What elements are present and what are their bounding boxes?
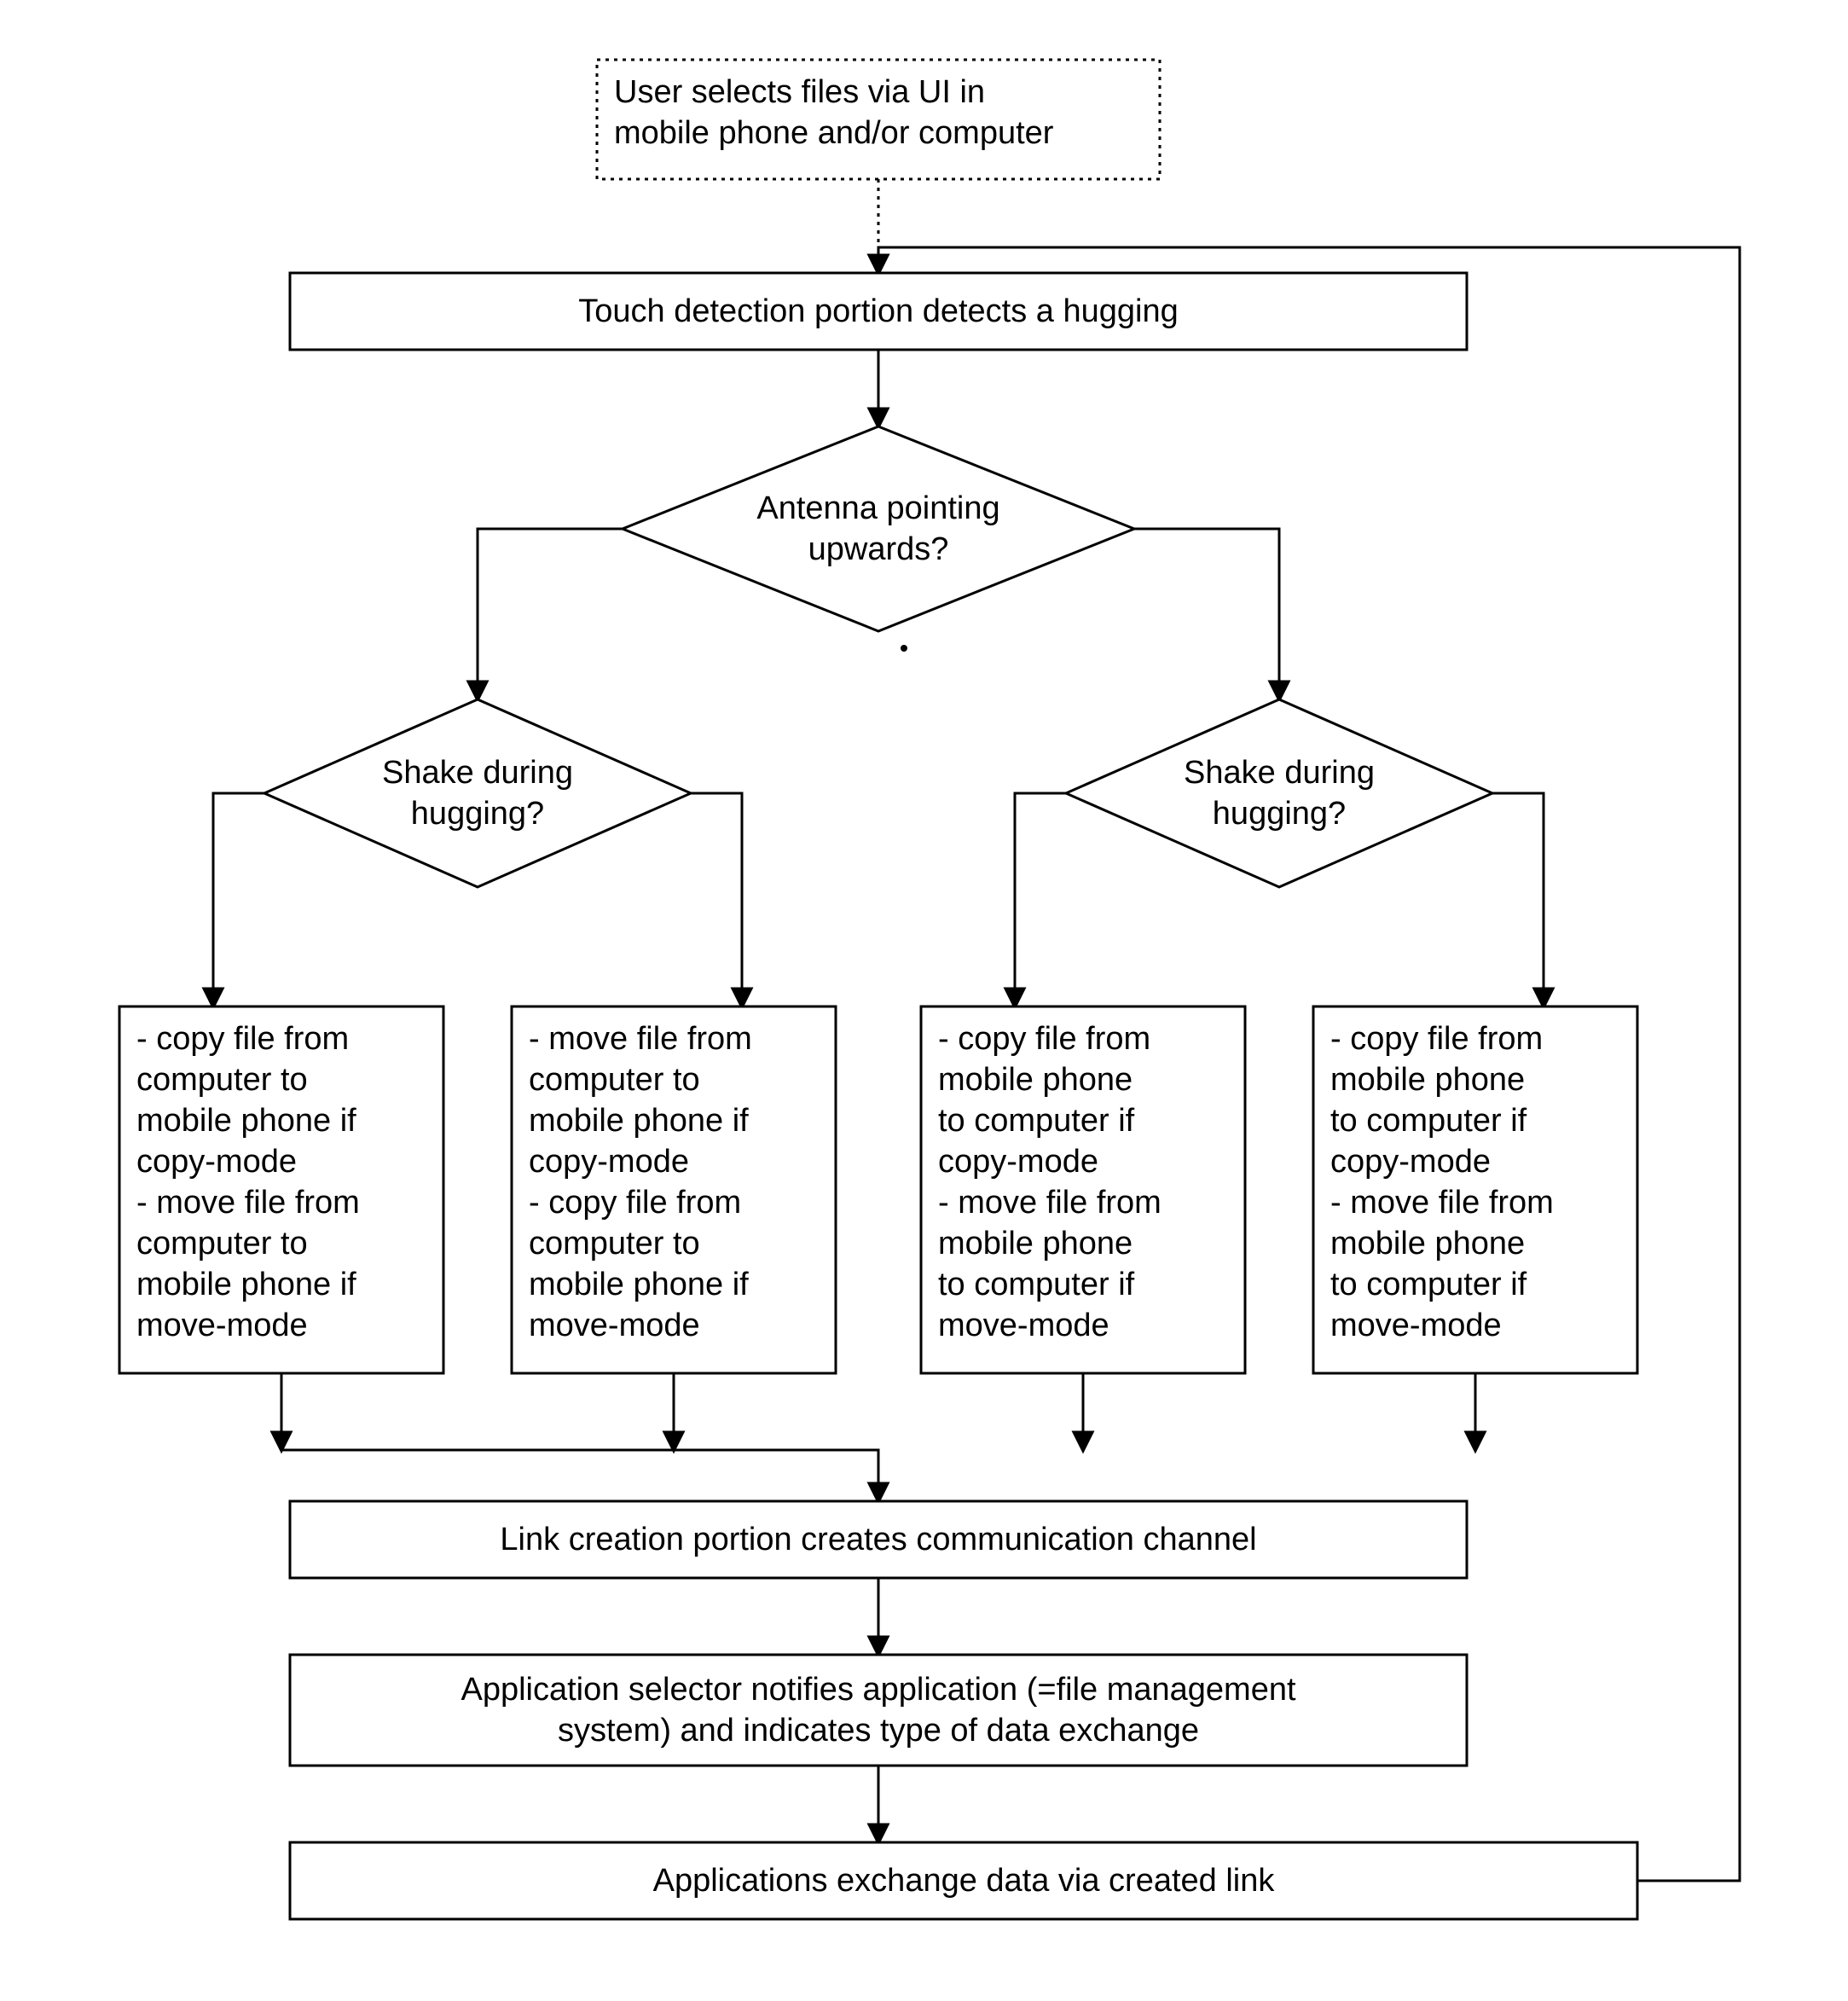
- svg-text:- copy file from: - copy file from: [136, 1021, 349, 1057]
- node-act1: - copy file from computer to mobile phone …: [119, 1006, 443, 1373]
- svg-text:computer to: computer to: [136, 1062, 308, 1098]
- svg-text:computer to: computer to: [529, 1062, 700, 1098]
- stray-dot: [901, 645, 907, 652]
- svg-text:mobile phone: mobile phone: [1330, 1226, 1525, 1262]
- svg-text:mobile phone: mobile phone: [1330, 1062, 1525, 1098]
- svg-text:mobile phone and/or computer: mobile phone and/or computer: [614, 115, 1054, 151]
- node-link: Link creation portion creates communicat…: [290, 1501, 1467, 1578]
- svg-text:- move file from: - move file from: [136, 1185, 360, 1221]
- svg-text:mobile phone if: mobile phone if: [529, 1267, 749, 1302]
- svg-text:User selects files via UI in: User selects files via UI in: [614, 74, 985, 110]
- node-start: User selects files via UI in mobile phone…: [597, 60, 1160, 179]
- node-act2: - move file from computer to mobile phone …: [512, 1006, 836, 1373]
- svg-text:Touch detection portion detect: Touch detection portion detects a huggin…: [578, 293, 1179, 329]
- node-exchange: Applications exchange data via created l…: [290, 1842, 1637, 1919]
- node-act4: - copy file from mobile phone to computer …: [1313, 1006, 1637, 1373]
- svg-text:move-mode: move-mode: [938, 1308, 1109, 1343]
- svg-text:hugging?: hugging?: [411, 796, 544, 832]
- svg-text:hugging?: hugging?: [1213, 796, 1346, 832]
- svg-text:mobile phone: mobile phone: [938, 1226, 1133, 1262]
- svg-text:computer to: computer to: [529, 1226, 700, 1262]
- svg-text:move-mode: move-mode: [529, 1308, 700, 1343]
- svg-text:copy-mode: copy-mode: [529, 1144, 689, 1180]
- svg-text:copy-mode: copy-mode: [938, 1144, 1098, 1180]
- svg-text:- copy file from: - copy file from: [938, 1021, 1150, 1057]
- svg-text:move-mode: move-mode: [136, 1308, 308, 1343]
- svg-text:- move file from: - move file from: [529, 1021, 752, 1057]
- svg-text:Link creation portion creates: Link creation portion creates communicat…: [500, 1522, 1256, 1557]
- svg-text:computer to: computer to: [136, 1226, 308, 1262]
- svg-text:Applications exchange data via: Applications exchange data via created l…: [653, 1863, 1276, 1899]
- svg-text:Antenna pointing: Antenna pointing: [756, 490, 999, 526]
- svg-text:upwards?: upwards?: [808, 531, 949, 567]
- node-notify: Application selector notifies applicatio…: [290, 1655, 1467, 1766]
- svg-text:- copy file from: - copy file from: [529, 1185, 741, 1221]
- svg-text:Shake during: Shake during: [382, 755, 573, 791]
- svg-text:copy-mode: copy-mode: [1330, 1144, 1491, 1180]
- svg-text:mobile phone if: mobile phone if: [136, 1103, 356, 1139]
- svg-text:- copy file from: - copy file from: [1330, 1021, 1543, 1057]
- svg-text:system) and indicates type of: system) and indicates type of data excha…: [558, 1713, 1199, 1749]
- svg-text:to computer if: to computer if: [938, 1267, 1135, 1302]
- svg-text:to computer if: to computer if: [938, 1103, 1135, 1139]
- svg-text:- move file from: - move file from: [1330, 1185, 1554, 1221]
- svg-text:mobile phone if: mobile phone if: [529, 1103, 749, 1139]
- svg-text:mobile phone: mobile phone: [938, 1062, 1133, 1098]
- svg-text:move-mode: move-mode: [1330, 1308, 1502, 1343]
- svg-text:to computer if: to computer if: [1330, 1103, 1527, 1139]
- svg-text:Shake during: Shake during: [1184, 755, 1375, 791]
- node-act3: - copy file from mobile phone to computer …: [921, 1006, 1245, 1373]
- node-touch: Touch detection portion detects a huggin…: [290, 273, 1467, 350]
- svg-text:mobile phone if: mobile phone if: [136, 1267, 356, 1302]
- svg-text:to computer if: to computer if: [1330, 1267, 1527, 1302]
- svg-text:Application selector notifies: Application selector notifies applicatio…: [461, 1672, 1295, 1708]
- svg-text:copy-mode: copy-mode: [136, 1144, 297, 1180]
- svg-text:- move file from: - move file from: [938, 1185, 1162, 1221]
